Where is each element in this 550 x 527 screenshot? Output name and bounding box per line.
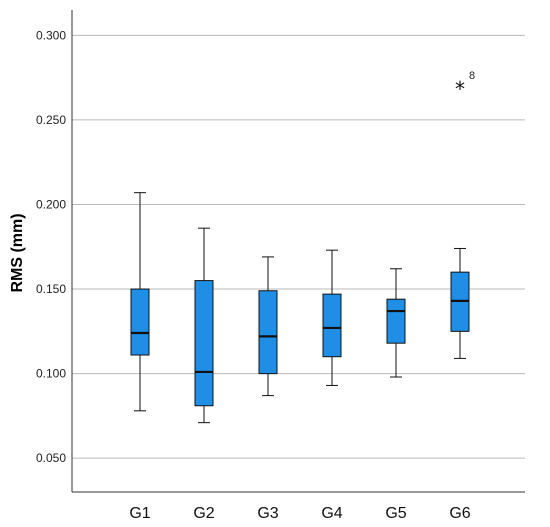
y-tick-label: 0.300 bbox=[36, 28, 66, 42]
box-g4 bbox=[322, 249, 342, 386]
x-tick-label: G5 bbox=[385, 505, 406, 522]
x-tick-label: G4 bbox=[321, 505, 342, 522]
y-tick-labels: 0.050 0.100 0.150 0.200 0.250 0.300 bbox=[36, 28, 66, 465]
axes bbox=[71, 10, 525, 493]
iqr-box bbox=[322, 293, 342, 358]
x-tick-label: G6 bbox=[449, 505, 470, 522]
boxes bbox=[130, 192, 470, 424]
box-g1 bbox=[130, 192, 150, 412]
y-tick-label: 0.100 bbox=[36, 367, 66, 381]
y-tick-label: 0.050 bbox=[36, 451, 66, 465]
outlier-label: 8 bbox=[469, 70, 475, 82]
iqr-box bbox=[258, 290, 278, 375]
x-tick-labels: G1 G2 G3 G4 G5 G6 bbox=[129, 505, 470, 522]
iqr-box bbox=[386, 298, 406, 344]
y-tick-label: 0.200 bbox=[36, 197, 66, 211]
y-tick-label: 0.150 bbox=[36, 282, 66, 296]
outliers: *8 bbox=[455, 70, 475, 101]
box-g3 bbox=[258, 256, 278, 397]
iqr-box bbox=[130, 288, 150, 356]
box-g5 bbox=[386, 268, 406, 378]
box-g2 bbox=[194, 227, 214, 424]
y-axis-title: RMS (mm) bbox=[9, 213, 26, 292]
x-tick-label: G3 bbox=[257, 505, 278, 522]
x-tick-label: G1 bbox=[129, 505, 150, 522]
x-tick-label: G2 bbox=[193, 505, 214, 522]
y-tick-label: 0.250 bbox=[36, 113, 66, 127]
box-g6 bbox=[450, 247, 470, 359]
outlier-marker: * bbox=[455, 77, 465, 101]
iqr-box bbox=[194, 280, 214, 407]
